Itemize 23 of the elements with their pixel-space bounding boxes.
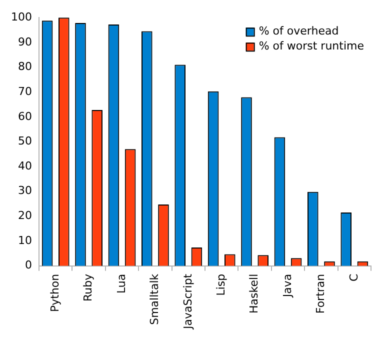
x-tick-label: Smalltalk (148, 273, 162, 325)
y-tick-label: 10 (18, 234, 32, 247)
x-tick-label: Haskell (248, 274, 261, 314)
y-tick-label: 50 (18, 134, 32, 148)
y-tick-label: 100 (10, 10, 32, 24)
x-tick-label: Ruby (82, 273, 95, 302)
legend-label: % of worst runtime (258, 39, 364, 52)
x-tick-label: Fortran (314, 274, 328, 314)
x-tick-label: Lua (114, 274, 128, 294)
x-tick-label: Lisp (214, 274, 228, 296)
x-tick-label: JavaScript (181, 273, 194, 330)
x-tick-label: Java (280, 274, 294, 298)
y-tick-label: 60 (18, 110, 32, 123)
y-tick-label: 80 (18, 60, 32, 74)
y-tick-label: 0 (24, 258, 32, 272)
y-tick-label: 30 (18, 184, 32, 198)
x-tick-label: C (347, 274, 360, 282)
y-tick-label: 40 (18, 159, 32, 172)
y-tick-label: 90 (18, 35, 32, 48)
y-tick-label: 20 (18, 209, 32, 222)
x-tick-label: Python (48, 274, 62, 312)
y-tick-label: 70 (18, 84, 32, 98)
legend-label: % of overhead (258, 24, 339, 38)
